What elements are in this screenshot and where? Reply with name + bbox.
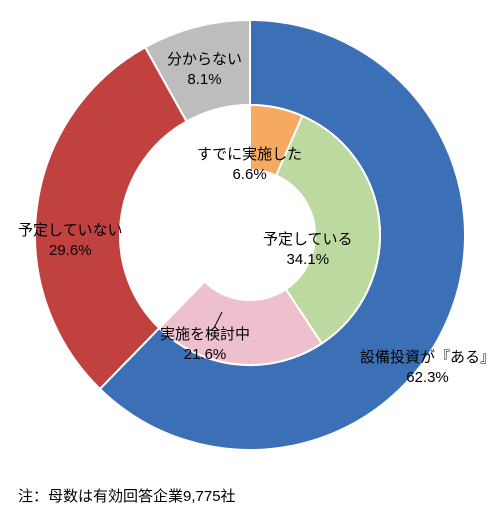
label-inner-sudeni: すでに実施した 6.6% — [197, 145, 302, 184]
label-outer-yotei-nashi: 予定していない 29.6% — [18, 221, 123, 260]
label-text: 分からない — [167, 51, 242, 68]
label-outer-aru: 設備投資が『ある』 62.3% — [360, 348, 495, 387]
label-text: 実施を検討中 — [160, 326, 250, 343]
label-text: 設備投資が『ある』 — [360, 349, 495, 366]
label-pct: 34.1% — [263, 250, 353, 270]
donut-chart: 設備投資が『ある』 62.3% 予定していない 29.6% 分からない 8.1%… — [0, 0, 500, 470]
label-text: 予定していない — [18, 222, 123, 239]
label-inner-kentou: 実施を検討中 21.6% — [160, 325, 250, 364]
label-text: すでに実施した — [197, 146, 302, 163]
label-pct: 6.6% — [197, 165, 302, 185]
label-pct: 29.6% — [18, 241, 123, 261]
footnote: 注：母数は有効回答企業9,775社 — [18, 485, 236, 506]
label-pct: 8.1% — [167, 70, 242, 90]
label-text: 予定している — [263, 231, 353, 248]
label-pct: 62.3% — [360, 368, 495, 388]
label-pct: 21.6% — [160, 345, 250, 365]
label-inner-yotei: 予定している 34.1% — [263, 230, 353, 269]
label-outer-wakaranai: 分からない 8.1% — [167, 50, 242, 89]
